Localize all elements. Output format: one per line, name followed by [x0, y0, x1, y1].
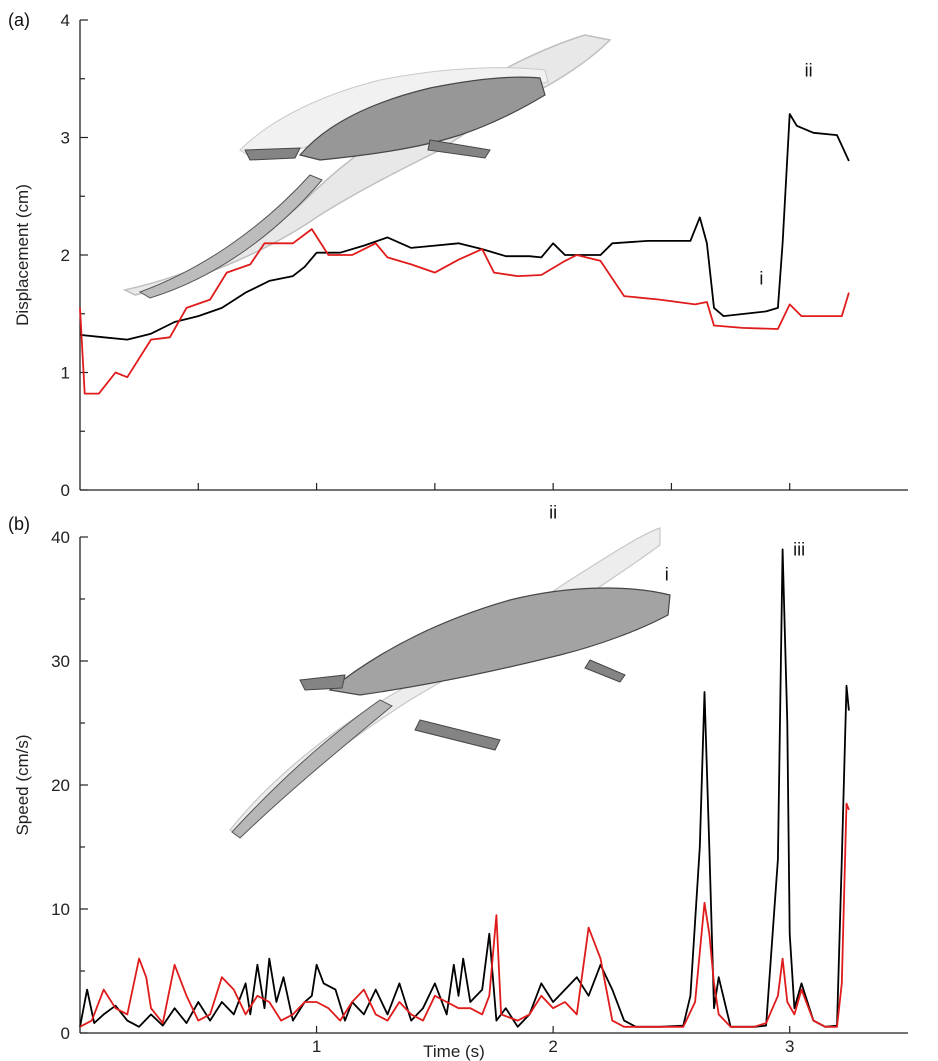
panel-label: (b) — [8, 514, 30, 534]
annotation-label: iii — [793, 540, 805, 560]
y-tick-label: 2 — [61, 246, 70, 265]
y-tick-label: 0 — [61, 481, 70, 500]
series-line-red — [79, 228, 850, 395]
series-line-red — [79, 802, 850, 1028]
y-tick-label: 1 — [61, 364, 70, 383]
panel-label: (a) — [8, 10, 30, 30]
x-tick-label: 2 — [548, 1037, 557, 1056]
y-tick-label: 10 — [51, 900, 70, 919]
annotation-label: ii — [549, 502, 557, 522]
annotation-label: i — [665, 564, 669, 584]
series-line-black — [79, 113, 850, 341]
y-tick-label: 30 — [51, 652, 70, 671]
y-tick-label: 0 — [61, 1024, 70, 1043]
annotation-label: ii — [805, 60, 813, 80]
x-axis-label: Time (s) — [423, 1042, 485, 1061]
y-tick-label: 4 — [61, 11, 70, 30]
y-tick-label: 3 — [61, 129, 70, 148]
lizard-illustration-a — [122, 34, 612, 299]
lizard-illustration-b — [229, 527, 671, 839]
y-tick-label: 20 — [51, 776, 70, 795]
y-tick-label: 40 — [51, 528, 70, 547]
y-axis-label: Displacement (cm) — [13, 184, 32, 326]
x-tick-label: 3 — [785, 1037, 794, 1056]
x-tick-label: 1 — [312, 1037, 321, 1056]
annotation-label: i — [759, 268, 763, 288]
y-axis-label: Speed (cm/s) — [13, 734, 32, 835]
